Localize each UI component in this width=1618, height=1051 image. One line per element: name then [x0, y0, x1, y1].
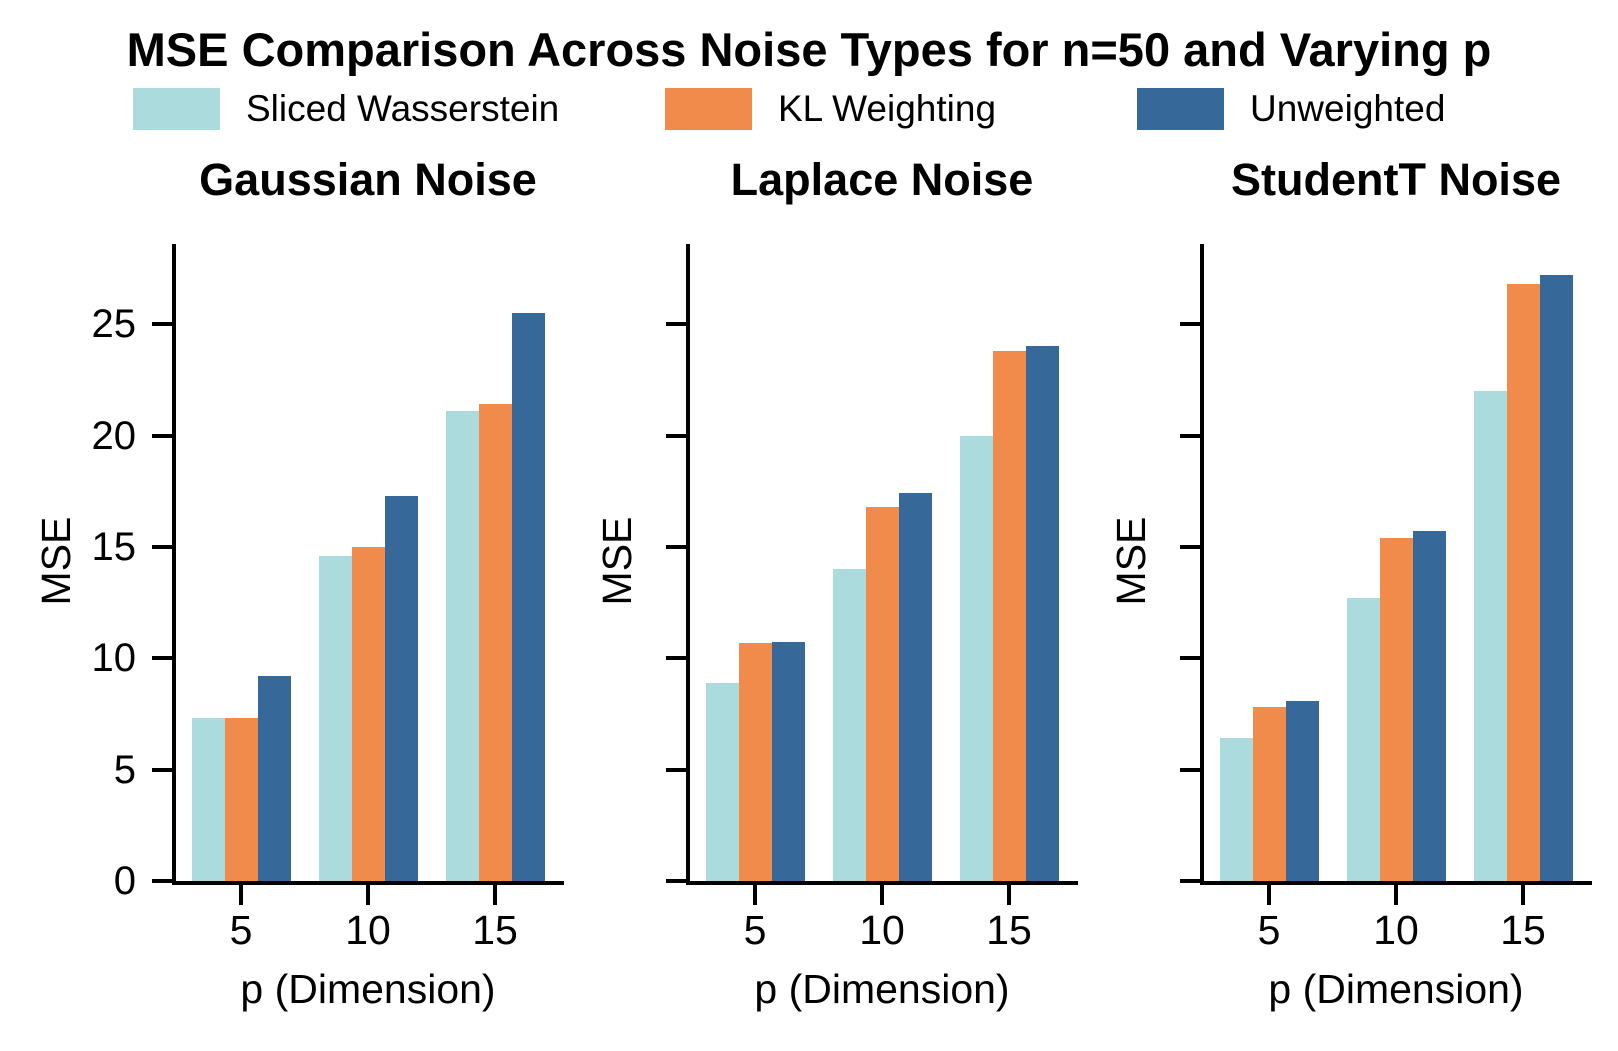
x-axis-label: p (Dimension)	[754, 966, 1010, 1012]
y-tick-label: 15	[91, 524, 137, 569]
x-tick-label: 10	[1373, 907, 1419, 953]
y-tick	[666, 433, 686, 438]
x-tick-label: 10	[345, 907, 391, 953]
x-tick	[1007, 885, 1011, 905]
bar-sliced-wasserstein-p5	[705, 682, 739, 881]
bar-unweighted-p5	[1285, 700, 1319, 881]
y-tick	[1180, 433, 1200, 438]
subplot-gaussian-noise: Gaussian Noise MSE 0 5 10 15 20 25 5 10 15 p (Di…	[33, 154, 564, 1012]
x-tick	[1267, 885, 1271, 905]
bar-kl-weighting-p5	[1252, 707, 1286, 881]
x-tick	[753, 885, 757, 905]
y-tick	[152, 879, 172, 883]
x-tick	[1521, 885, 1525, 905]
y-tick-label: 20	[91, 413, 137, 458]
x-tick-label: 5	[743, 907, 767, 953]
y-tick	[666, 656, 686, 661]
y-tick	[152, 322, 172, 327]
y-tick-label: 10	[91, 636, 137, 681]
y-tick	[666, 322, 686, 327]
x-tick-label: 15	[472, 907, 518, 953]
y-tick	[152, 767, 172, 772]
y-tick	[152, 656, 172, 661]
legend-swatch-sliced-wasserstein	[133, 88, 220, 130]
bar-kl-weighting-p10	[351, 546, 385, 881]
y-tick-label: 5	[113, 747, 136, 792]
plot-area: 0 5 10 15 20 25 5 10 15	[92, 244, 564, 953]
bar-unweighted-p5	[771, 641, 805, 881]
bar-sliced-wasserstein-p10	[1346, 598, 1380, 881]
bar-sliced-wasserstein-p5	[191, 718, 225, 881]
x-tick-label: 5	[229, 907, 253, 953]
bar-sliced-wasserstein-p15	[1473, 391, 1507, 881]
y-tick	[666, 544, 686, 549]
bar-kl-weighting-p10	[1379, 538, 1413, 881]
x-tick	[239, 885, 243, 905]
y-tick	[152, 433, 172, 438]
legend-swatch-kl-weighting	[665, 88, 752, 130]
y-axis-label: MSE	[1108, 516, 1154, 606]
x-tick	[366, 885, 370, 905]
y-tick-label: 25	[91, 302, 137, 347]
y-tick	[152, 544, 172, 549]
legend-item-kl-weighting: KL Weighting	[665, 86, 996, 132]
plot-area: 5 10 15	[666, 244, 1078, 953]
y-tick	[1180, 767, 1200, 772]
y-tick	[666, 767, 686, 772]
bar-unweighted-p10	[384, 495, 418, 881]
bar-kl-weighting-p15	[478, 404, 512, 881]
y-tick	[1180, 322, 1200, 327]
x-axis-label: p (Dimension)	[1268, 966, 1524, 1012]
bar-kl-weighting-p15	[992, 350, 1026, 881]
bar-sliced-wasserstein-p5	[1219, 738, 1253, 881]
x-tick-label: 5	[1257, 907, 1281, 953]
legend-label-sliced-wasserstein: Sliced Wasserstein	[246, 88, 560, 129]
subplot-title: StudentT Noise	[1230, 154, 1561, 205]
bar-sliced-wasserstein-p10	[832, 569, 866, 881]
y-tick	[1180, 879, 1200, 883]
legend-item-sliced-wasserstein: Sliced Wasserstein	[133, 86, 559, 132]
bar-sliced-wasserstein-p15	[959, 435, 993, 881]
bar-kl-weighting-p5	[224, 718, 258, 881]
bar-unweighted-p15	[1025, 346, 1059, 881]
x-tick	[493, 885, 497, 905]
bar-sliced-wasserstein-p10	[318, 555, 352, 881]
figure-title: MSE Comparison Across Noise Types for n=…	[126, 23, 1492, 76]
subplot-studentt-noise: StudentT Noise MSE 5 10 15 p (Dimension)	[1108, 154, 1592, 1012]
bar-unweighted-p10	[898, 493, 932, 881]
x-tick-label: 15	[1500, 907, 1546, 953]
x-axis-label: p (Dimension)	[240, 966, 496, 1012]
x-tick-label: 10	[859, 907, 905, 953]
legend-label-unweighted: Unweighted	[1250, 88, 1446, 129]
x-tick	[1394, 885, 1398, 905]
plot-area: 5 10 15	[1180, 244, 1592, 953]
subplot-title: Laplace Noise	[730, 154, 1034, 205]
subplot-title: Gaussian Noise	[199, 154, 537, 205]
y-tick	[1180, 544, 1200, 549]
bar-unweighted-p10	[1412, 531, 1446, 881]
y-axis-label: MSE	[594, 516, 640, 606]
bar-kl-weighting-p5	[738, 642, 772, 881]
y-tick	[666, 879, 686, 883]
legend-item-unweighted: Unweighted	[1137, 86, 1445, 132]
subplot-laplace-noise: Laplace Noise MSE 5 10 15 p (Dimension)	[594, 154, 1078, 1012]
legend-swatch-unweighted	[1137, 88, 1224, 130]
y-tick	[1180, 656, 1200, 661]
x-tick	[880, 885, 884, 905]
bar-unweighted-p5	[257, 676, 291, 881]
bar-unweighted-p15	[511, 313, 545, 881]
bar-sliced-wasserstein-p15	[445, 411, 479, 881]
legend-label-kl-weighting: KL Weighting	[778, 88, 997, 129]
bar-kl-weighting-p15	[1506, 284, 1540, 881]
y-tick-label: 0	[113, 859, 136, 903]
x-tick-label: 15	[986, 907, 1032, 953]
bar-kl-weighting-p10	[865, 506, 899, 881]
bar-unweighted-p15	[1539, 275, 1573, 881]
